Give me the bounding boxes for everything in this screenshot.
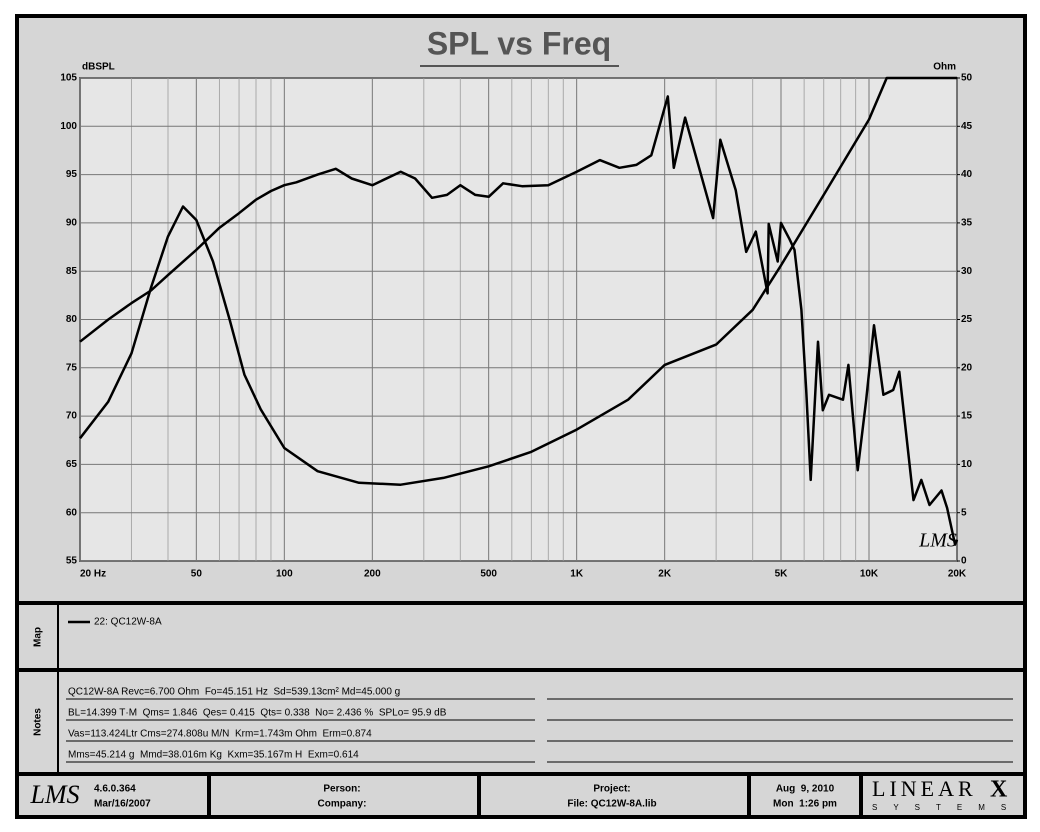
y2-tick-label: 0 [961, 556, 967, 567]
y2-tick-label: 30 [961, 266, 973, 277]
brand-sub: SYSTEMS [872, 803, 1022, 812]
x-tick-label: 20K [948, 569, 967, 580]
footer-cell [481, 776, 747, 815]
version: 4.6.0.364 [94, 784, 136, 795]
y-tick-label: 90 [66, 218, 78, 229]
y-tick-label: 85 [66, 266, 78, 277]
y-tick-label: 65 [66, 459, 78, 470]
note-line: Mms=45.214 g Mmd=38.016m Kg Kxm=35.167m … [68, 750, 359, 761]
x-tick-label: 5K [775, 569, 789, 580]
y-tick-label: 75 [66, 362, 78, 373]
brand: LINEAR [872, 776, 977, 801]
y-tick-label: 95 [66, 169, 78, 180]
date: Aug 9, 2010 [776, 784, 835, 795]
y2-tick-label: 35 [961, 218, 973, 229]
company: Company: [318, 799, 367, 810]
time: Mon 1:26 pm [773, 799, 837, 810]
x-tick-label: 200 [364, 569, 381, 580]
y-axis-label: dBSPL [82, 62, 115, 73]
footer-logo: LMS [29, 780, 79, 809]
notes-label: Notes [33, 708, 44, 736]
curve [79, 76, 957, 486]
legend-label: 22: QC12W-8A [94, 617, 162, 628]
person: Person: [323, 784, 360, 795]
y-tick-label: 105 [60, 73, 77, 84]
y2-tick-label: 15 [961, 411, 973, 422]
build-date: Mar/16/2007 [94, 799, 151, 810]
project: Project: [593, 784, 630, 795]
map-label: Map [33, 627, 44, 647]
y2-axis-label: Ohm [933, 62, 956, 73]
x-tick-label: 2K [658, 569, 672, 580]
y-tick-label: 55 [66, 556, 78, 567]
x-tick-label: 500 [480, 569, 497, 580]
y2-tick-label: 25 [961, 314, 973, 325]
y2-tick-label: 50 [961, 73, 973, 84]
x-tick-label: 100 [276, 569, 293, 580]
note-line: Vas=113.424Ltr Cms=274.808u M/N Krm=1.74… [68, 729, 372, 740]
note-line: QC12W-8A Revc=6.700 Ohm Fo=45.151 Hz Sd=… [68, 687, 400, 698]
x-tick-label: 50 [191, 569, 203, 580]
chart-title: SPL vs Freq [427, 25, 611, 61]
y2-tick-label: 10 [961, 459, 973, 470]
y2-tick-label: 40 [961, 169, 973, 180]
map-panel [19, 605, 1023, 668]
y-tick-label: 100 [60, 121, 77, 132]
footer-cell [751, 776, 859, 815]
x-tick-label: 20 Hz [80, 569, 106, 580]
y2-tick-label: 20 [961, 362, 973, 373]
y-tick-label: 70 [66, 411, 78, 422]
x-tick-label: 10K [860, 569, 879, 580]
brand-x: X [990, 777, 1008, 803]
y2-tick-label: 5 [961, 507, 967, 518]
watermark: LMS [918, 530, 957, 552]
note-line: BL=14.399 T·M Qms= 1.846 Qes= 0.415 Qts=… [68, 708, 447, 719]
file: File: QC12W-8A.lib [567, 799, 656, 810]
y2-tick-label: 45 [961, 121, 973, 132]
notes-panel [19, 672, 1023, 772]
footer-cell [211, 776, 477, 815]
footer-cell [863, 776, 1023, 815]
y-tick-label: 80 [66, 314, 78, 325]
curve [79, 95, 959, 546]
y-tick-label: 60 [66, 507, 78, 518]
footer-cell [19, 776, 207, 815]
x-tick-label: 1K [570, 569, 584, 580]
